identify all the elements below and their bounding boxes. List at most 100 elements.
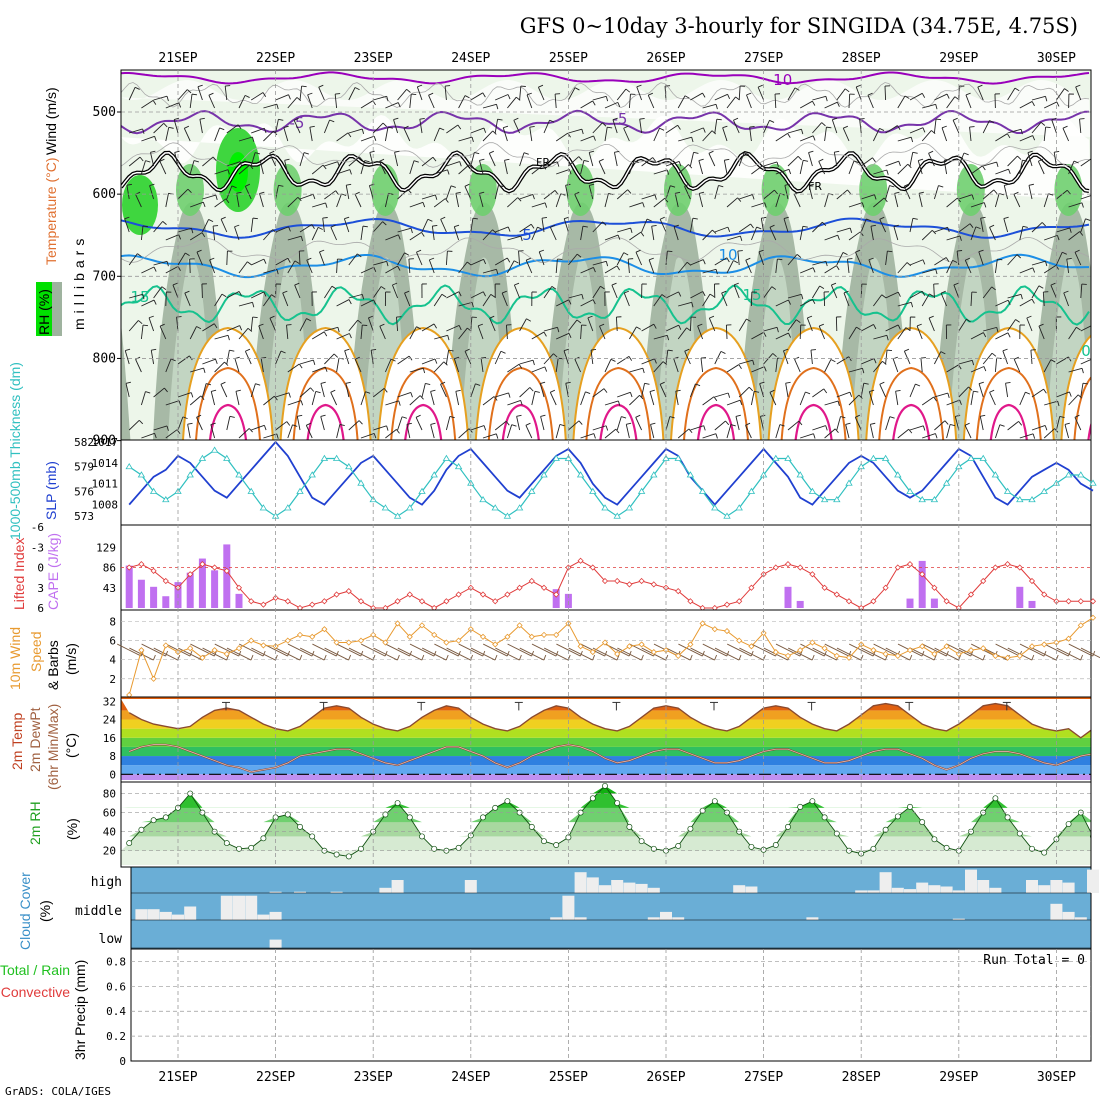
wind-barb [409, 160, 415, 175]
wind-barb [653, 197, 666, 208]
thickness-marker [357, 479, 365, 486]
wind-barb [964, 260, 972, 274]
wind-speed-marker [845, 654, 853, 661]
wind-barb [873, 294, 883, 307]
wind-speed-marker [1004, 654, 1011, 661]
precip-tick-label: 0 [119, 1055, 126, 1068]
surface-wind-feather [872, 650, 876, 657]
wind-barb-feather [1085, 218, 1091, 221]
wind-barb-feather [464, 95, 470, 99]
wind-barb [933, 119, 937, 134]
rh-marker [602, 782, 608, 789]
slp-tick-label: 1014 [92, 457, 119, 470]
rh-moist-blob-core [228, 152, 248, 192]
wind-barb-feather [1082, 382, 1088, 385]
thickness-marker [430, 471, 438, 478]
wind-barb-feather [196, 249, 202, 253]
wind-barb-feather [940, 290, 946, 294]
li-marker [931, 584, 938, 591]
surface-wind-barb [909, 647, 935, 661]
wind-barb-feather [357, 253, 362, 258]
wind-barb-feather [640, 231, 645, 237]
wind-barb [775, 259, 778, 274]
pressure-tick-label: 800 [93, 351, 116, 366]
wind-barb-feather [585, 391, 591, 394]
surface-wind-barb [312, 643, 337, 657]
wind-barb [415, 417, 423, 431]
wind-barb [879, 384, 887, 398]
wind-barb-feather [617, 234, 621, 240]
thickness-marker [601, 504, 609, 511]
wind-barb [650, 424, 655, 439]
wind-barb-feather [235, 389, 241, 392]
wind-barb [733, 120, 740, 134]
rh-marker [492, 804, 499, 811]
wind-barb [1019, 391, 1026, 406]
surface-wind-barb [690, 647, 715, 661]
wind-barb-feather [605, 425, 609, 431]
wind-barb-feather [746, 92, 752, 96]
wind-barb-feather [614, 150, 620, 153]
wind-barb [324, 285, 333, 299]
wind-barb [836, 252, 844, 266]
wind-barb [421, 358, 436, 365]
wind-barb-feather [592, 299, 596, 305]
wind-barb-feather [893, 224, 899, 227]
wind-barb [616, 356, 630, 365]
wind-barb [202, 194, 216, 200]
wind-speed-marker [150, 675, 157, 682]
wind-barb [354, 194, 362, 208]
wind-barb [379, 161, 386, 175]
wind-barb [861, 358, 875, 365]
wind-barb-feather [298, 363, 303, 369]
wind-barb-feather [1032, 433, 1036, 439]
thickness-marker [320, 454, 329, 461]
wind-barb [455, 193, 460, 208]
wind-barb-feather [777, 258, 783, 261]
wind-barb-feather [912, 151, 918, 154]
wind-barb [1068, 394, 1079, 406]
wind-barb-feather [944, 158, 950, 161]
wind-barb [970, 332, 984, 340]
wind-barb [202, 358, 216, 365]
wind-barb [659, 219, 667, 233]
surface-wind-feather [384, 650, 388, 657]
wind-tick-label: 8 [109, 616, 116, 629]
wind-barb [293, 120, 301, 134]
wind-barb [430, 424, 435, 439]
wind-barb-feather [187, 188, 192, 194]
thickness-marker [308, 471, 316, 478]
wind-barb [870, 226, 874, 241]
wind-barb-feather [432, 156, 437, 162]
wind-barb-feather [946, 93, 950, 99]
wind-barb [507, 197, 519, 208]
wind-barb [702, 103, 717, 109]
wind-barb-feather [466, 261, 472, 266]
wind-barb-feather [333, 353, 339, 358]
wind-barb [128, 419, 140, 431]
wind-barb [897, 163, 909, 175]
wind-barb [1031, 285, 1040, 299]
temp-contour-20 [865, 326, 958, 440]
cloud-cover-bar [464, 880, 477, 893]
wind-barb-feather [427, 218, 433, 222]
wind-speed-marker [992, 652, 999, 659]
wind-barb [763, 189, 775, 200]
wind-barb [150, 350, 155, 365]
wind-barb [409, 367, 424, 373]
surface-wind-feather [616, 654, 620, 661]
wind-barb-feather [404, 290, 410, 294]
cape-tick-label: 43 [103, 582, 116, 595]
cape-bar [930, 598, 938, 608]
wind-barb-feather [234, 224, 240, 228]
temp-contour-30 [404, 403, 443, 440]
cloud-cover-bar [379, 887, 392, 893]
wind-speed-marker [614, 650, 621, 658]
li-marker [284, 598, 291, 605]
wind-barb [928, 317, 935, 332]
wind-barb [775, 133, 788, 142]
wind-barb [714, 257, 728, 266]
precip-panel: 0.80.60.40.20 [106, 948, 1092, 1068]
